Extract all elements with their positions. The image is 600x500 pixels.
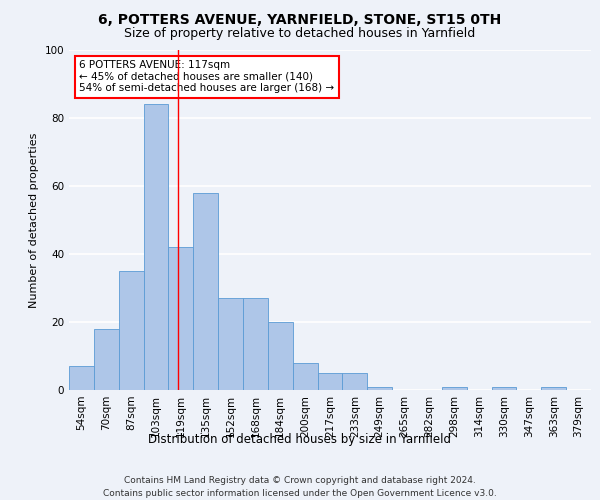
Text: Contains HM Land Registry data © Crown copyright and database right 2024.: Contains HM Land Registry data © Crown c…: [124, 476, 476, 485]
Bar: [317, 373, 343, 390]
Bar: [119, 271, 143, 390]
Bar: [491, 386, 517, 390]
Text: 6, POTTERS AVENUE, YARNFIELD, STONE, ST15 0TH: 6, POTTERS AVENUE, YARNFIELD, STONE, ST1…: [98, 12, 502, 26]
Bar: [169, 247, 193, 390]
Bar: [143, 104, 169, 390]
Bar: [218, 298, 243, 390]
Bar: [193, 193, 218, 390]
Bar: [293, 363, 317, 390]
Text: Distribution of detached houses by size in Yarnfield: Distribution of detached houses by size …: [149, 432, 452, 446]
Bar: [442, 386, 467, 390]
Bar: [367, 386, 392, 390]
Bar: [268, 322, 293, 390]
Bar: [94, 329, 119, 390]
Text: 6 POTTERS AVENUE: 117sqm
← 45% of detached houses are smaller (140)
54% of semi-: 6 POTTERS AVENUE: 117sqm ← 45% of detach…: [79, 60, 335, 94]
Y-axis label: Number of detached properties: Number of detached properties: [29, 132, 39, 308]
Bar: [541, 386, 566, 390]
Text: Contains public sector information licensed under the Open Government Licence v3: Contains public sector information licen…: [103, 489, 497, 498]
Bar: [69, 366, 94, 390]
Bar: [243, 298, 268, 390]
Text: Size of property relative to detached houses in Yarnfield: Size of property relative to detached ho…: [124, 28, 476, 40]
Bar: [343, 373, 367, 390]
